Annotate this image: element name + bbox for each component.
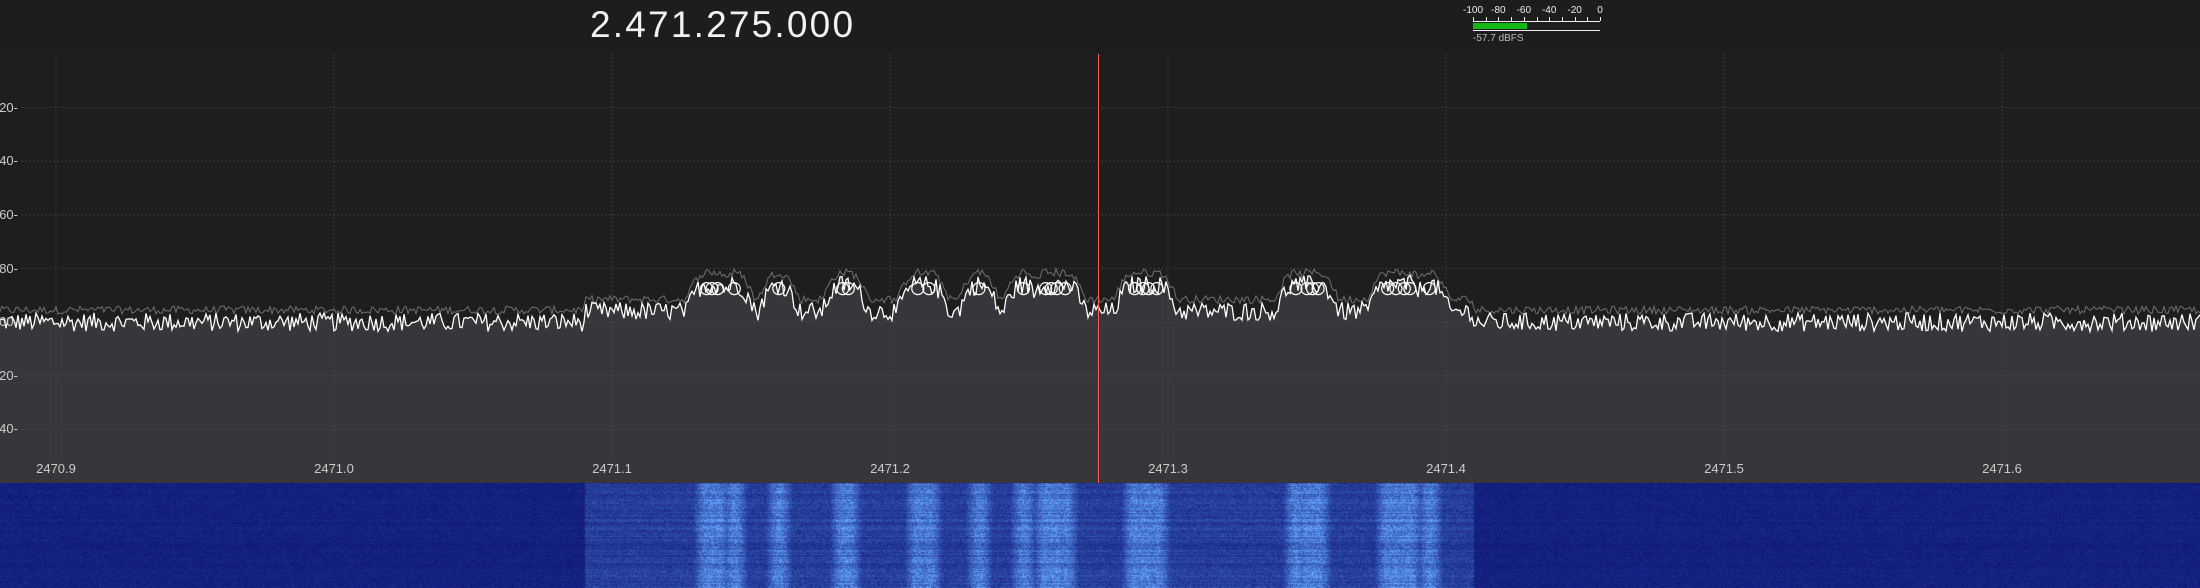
peak-marker[interactable] xyxy=(911,282,925,296)
meter-tick xyxy=(1485,17,1487,21)
meter-tick xyxy=(1473,17,1474,21)
meter-tick xyxy=(1561,17,1563,21)
x-axis-label: 2471.5 xyxy=(1704,461,1744,476)
spectrum-fill xyxy=(0,275,2200,483)
meter-scale-label: -80 xyxy=(1491,5,1506,16)
peak-marker[interactable] xyxy=(836,282,850,296)
peak-marker[interactable] xyxy=(1136,282,1150,296)
y-axis-label: -80 xyxy=(0,260,18,276)
peak-marker[interactable] xyxy=(711,282,725,296)
peak-marker[interactable] xyxy=(727,282,741,296)
meter-tick xyxy=(1523,17,1525,21)
peak-marker[interactable] xyxy=(1381,282,1395,296)
x-axis-label: 2471.2 xyxy=(870,461,910,476)
peak-marker[interactable] xyxy=(972,282,986,296)
meter-tick xyxy=(1600,17,1601,21)
meter-tick xyxy=(1587,17,1589,21)
meter-scale-label: -100 xyxy=(1462,5,1484,16)
y-axis-label: -140 xyxy=(0,421,18,437)
meter-tick xyxy=(1498,17,1500,21)
y-axis-label: -20 xyxy=(0,99,18,115)
level-meter: -100 -80 -60 -40 -20 0 -57.7 dBFS xyxy=(1462,2,1616,46)
peak-marker[interactable] xyxy=(1128,282,1142,296)
peak-marker[interactable] xyxy=(1305,282,1320,296)
peak-marker[interactable] xyxy=(1150,282,1164,296)
level-meter-bar xyxy=(1473,23,1527,29)
peak-marker[interactable] xyxy=(1311,282,1325,296)
peak-marker[interactable] xyxy=(1016,282,1031,296)
peak-marker[interactable] xyxy=(772,282,786,296)
peak-marker[interactable] xyxy=(1422,282,1436,296)
y-axis-label: -60 xyxy=(0,206,18,222)
meter-scale-label: 0 xyxy=(1597,5,1603,16)
peak-marker[interactable] xyxy=(699,282,714,296)
meter-scale-line xyxy=(1473,21,1600,22)
meter-scale-label: -60 xyxy=(1516,5,1532,16)
top-bar: 2.471.275.000 -100 -80 -60 -40 -20 0 -57.7 dB… xyxy=(0,0,2200,54)
y-axis-label: -100 xyxy=(0,314,18,330)
peak-marker[interactable] xyxy=(922,282,936,296)
x-axis-label: 2470.9 xyxy=(36,461,76,476)
peak-marker[interactable] xyxy=(1300,282,1314,296)
level-readout: -57.7 dBFS xyxy=(1473,33,1524,44)
x-axis-label: 2471.1 xyxy=(592,461,632,476)
x-axis-label: 2471.4 xyxy=(1426,461,1466,476)
waterfall-display[interactable] xyxy=(0,483,2200,588)
meter-tick xyxy=(1574,17,1576,21)
meter-scale-label: -40 xyxy=(1541,5,1557,16)
peak-marker[interactable] xyxy=(1141,282,1156,296)
peak-marker[interactable] xyxy=(1289,282,1303,296)
peak-marker[interactable] xyxy=(1389,282,1403,296)
meter-tick xyxy=(1511,17,1513,21)
peak-marker[interactable] xyxy=(841,282,855,296)
y-axis-label: -40 xyxy=(0,153,18,169)
peak-marker[interactable] xyxy=(1044,282,1058,296)
peak-marker[interactable] xyxy=(1050,282,1064,296)
y-axis-label: -120 xyxy=(0,367,18,383)
meter-tick xyxy=(1536,17,1538,21)
peak-marker[interactable] xyxy=(1403,282,1417,296)
spectrum-svg[interactable] xyxy=(0,54,2200,483)
peak-marker[interactable] xyxy=(1397,282,1411,296)
peak-marker[interactable] xyxy=(705,282,719,296)
meter-base-line xyxy=(1473,30,1600,31)
meter-scale-label: -20 xyxy=(1567,5,1582,16)
spectrum-trace xyxy=(0,274,2200,335)
frequency-display[interactable]: 2.471.275.000 xyxy=(590,4,856,45)
meter-tick xyxy=(1549,17,1551,21)
x-axis-label: 2471.6 xyxy=(1982,461,2022,476)
spectrum-plot[interactable]: -20 -40 -60 -80 -100 -120 -140 2470.9 2471.0 247… xyxy=(0,54,2200,483)
peak-marker[interactable] xyxy=(1039,282,1053,296)
peak-hold-trace xyxy=(0,267,2200,316)
peak-marker[interactable] xyxy=(1058,282,1072,296)
x-axis-label: 2471.3 xyxy=(1148,461,1188,476)
x-axis-label: 2471.0 xyxy=(314,461,354,476)
